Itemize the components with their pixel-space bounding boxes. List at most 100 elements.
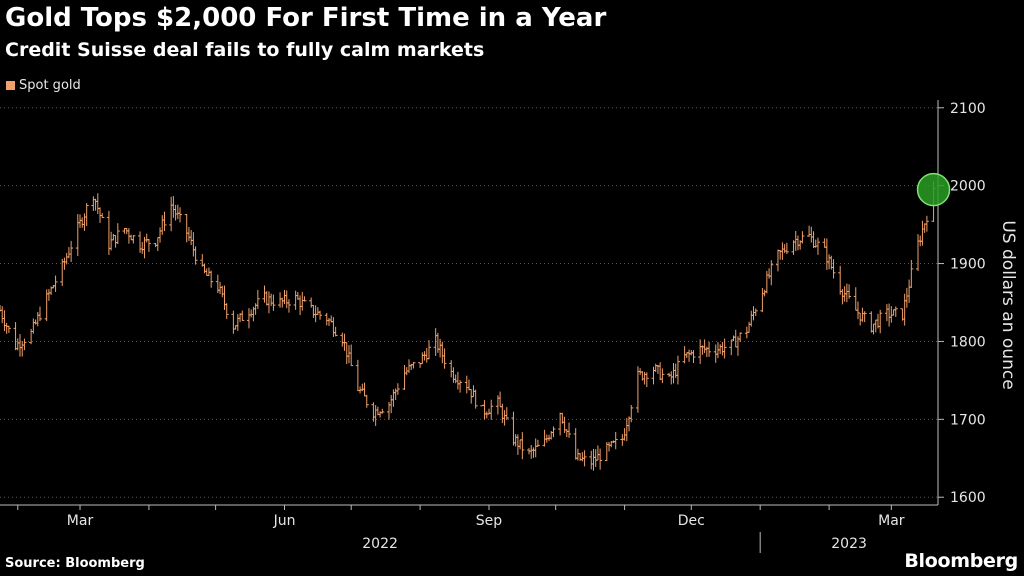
ohlc-bar <box>924 215 929 232</box>
ohlc-bar <box>293 290 298 310</box>
ohlc-bar <box>80 217 85 228</box>
ohlc-bar <box>222 285 227 310</box>
ohlc-bar <box>887 303 892 327</box>
ohlc-bar <box>111 233 116 241</box>
ohlc-bar <box>891 309 896 316</box>
ohlc-bar <box>240 310 245 321</box>
ohlc-bar <box>93 198 98 211</box>
ohlc-bar <box>184 213 189 243</box>
ohlc-bar <box>78 214 83 228</box>
ohlc-bar <box>458 380 463 393</box>
ohlc-bar <box>411 362 416 369</box>
ohlc-bar <box>815 237 820 255</box>
ohlc-bar <box>844 283 849 303</box>
ohlc-bar <box>915 234 920 271</box>
series-spot-gold <box>0 180 936 471</box>
ohlc-bar <box>811 231 816 248</box>
ohlc-bar <box>155 237 160 252</box>
ohlc-bar <box>449 360 454 378</box>
ohlc-bar <box>782 244 787 254</box>
ohlc-bar <box>598 448 603 470</box>
ohlc-bar <box>440 341 445 364</box>
ohlc-bar <box>731 335 736 342</box>
ohlc-bar <box>613 431 618 450</box>
ohlc-bar <box>206 267 211 276</box>
ohlc-bar <box>191 232 196 257</box>
ohlc-bar <box>95 193 100 214</box>
x-tick-label-1: Jun <box>273 513 296 529</box>
ohlc-bar <box>767 268 772 279</box>
ohlc-bar <box>209 270 214 288</box>
ohlc-bar <box>15 338 20 351</box>
ohlc-bar <box>278 292 283 308</box>
ohlc-bar <box>838 265 843 295</box>
ohlc-bar <box>762 289 767 297</box>
ohlc-bar <box>642 371 647 385</box>
ohlc-bar <box>91 196 96 212</box>
ohlc-bar <box>702 339 707 354</box>
ohlc-bar <box>346 345 351 364</box>
ohlc-bar <box>871 323 876 335</box>
x-tick-label-4: Mar <box>878 513 905 529</box>
ohlc-bar <box>284 290 289 309</box>
ohlc-bar <box>795 235 800 251</box>
ohlc-bar <box>738 332 743 343</box>
ohlc-bar <box>713 344 718 363</box>
ohlc-bar <box>718 344 723 355</box>
ohlc-bar <box>169 196 174 232</box>
ohlc-bar <box>35 311 40 327</box>
ohlc-bar <box>869 311 874 333</box>
ohlc-bar <box>269 293 274 307</box>
ohlc-bar <box>691 350 696 364</box>
ohlc-bar <box>653 363 658 372</box>
y-tick-label-2100: 2100 <box>950 101 986 117</box>
ohlc-bar <box>344 342 349 365</box>
ohlc-bar <box>558 412 563 436</box>
ohlc-bar <box>902 293 907 326</box>
ohlc-bar <box>749 310 754 327</box>
ohlc-bar <box>146 238 151 252</box>
ohlc-bar <box>360 383 365 392</box>
ohlc-bar <box>855 301 860 320</box>
ohlc-bar <box>109 231 114 251</box>
ohlc-bar <box>455 371 460 390</box>
ohlc-bar <box>22 338 27 351</box>
ohlc-bar <box>760 288 765 313</box>
ohlc-bar <box>551 426 556 438</box>
ohlc-bar <box>687 349 692 362</box>
ohlc-bar <box>171 196 176 218</box>
ohlc-bar <box>595 445 600 461</box>
ohlc-bar <box>311 304 316 318</box>
ohlc-bar <box>31 318 36 334</box>
ohlc-bar <box>751 306 756 321</box>
ohlc-bar <box>764 270 769 294</box>
y-axis-label: US dollars an ounce <box>998 220 1018 389</box>
ohlc-bar <box>531 447 536 458</box>
ohlc-bar <box>822 238 827 248</box>
ohlc-bar <box>0 306 5 324</box>
year-label-2022: 2022 <box>362 536 398 552</box>
ohlc-bar <box>720 342 725 356</box>
ohlc-bar <box>847 284 852 299</box>
ohlc-bar <box>220 285 225 298</box>
ohlc-bar <box>453 374 458 384</box>
ohlc-bar <box>393 388 398 401</box>
ohlc-bar <box>115 223 120 244</box>
ohlc-bar <box>426 340 431 360</box>
ohlc-bar <box>500 403 505 424</box>
ohlc-bar <box>575 448 580 461</box>
ohlc-bar <box>813 239 818 248</box>
ohlc-bar <box>884 304 889 322</box>
ohlc-bar <box>113 235 118 248</box>
ohlc-bar <box>733 329 738 348</box>
ohlc-bar <box>658 362 663 381</box>
bloomberg-logo: Bloomberg <box>904 550 1018 572</box>
ohlc-bar <box>800 231 805 244</box>
ohlc-bar <box>235 314 240 331</box>
ohlc-bar <box>580 452 585 462</box>
ohlc-bar <box>464 375 469 394</box>
ohlc-bar <box>262 285 267 303</box>
ohlc-bar <box>489 399 494 420</box>
ohlc-bar <box>638 368 643 375</box>
